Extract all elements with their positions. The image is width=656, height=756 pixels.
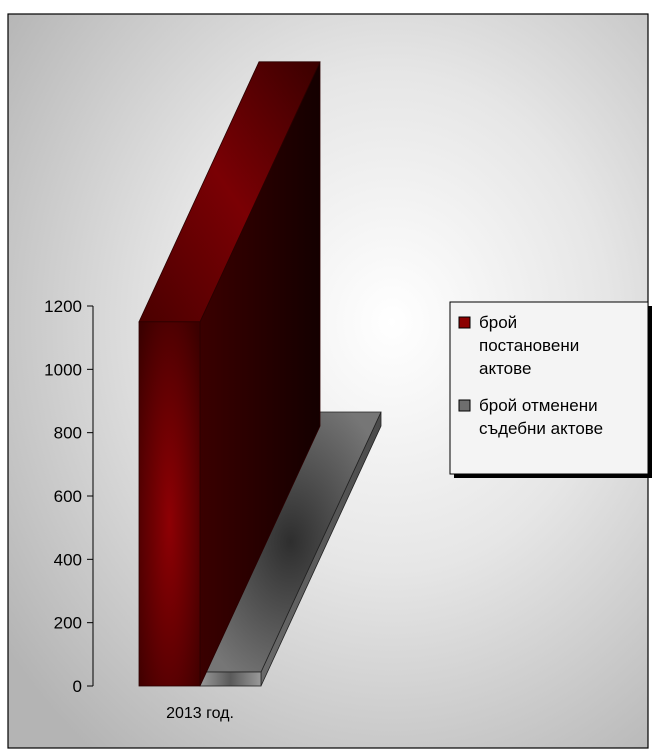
legend-box bbox=[449, 301, 649, 475]
y-tick-label: 800 bbox=[54, 424, 82, 443]
x-tick-label: 2013 год. bbox=[166, 705, 234, 722]
y-tick-label: 1000 bbox=[44, 360, 82, 379]
legend-label-series-1-line-1: брой bbox=[479, 313, 517, 332]
y-tick-label: 200 bbox=[54, 614, 82, 633]
bar-series-1 bbox=[138, 321, 201, 687]
y-tick-label: 1200 bbox=[44, 297, 82, 316]
legend-label-series-1-line-2: постановени bbox=[479, 336, 579, 355]
legend-swatch-series-1 bbox=[458, 316, 471, 329]
legend: брой постановени актове брой отменени съ… bbox=[449, 301, 652, 478]
y-tick-label: 0 bbox=[73, 677, 82, 696]
bars bbox=[138, 61, 382, 687]
legend-label-series-2-line-1: брой отменени bbox=[479, 396, 598, 415]
bar-series-2 bbox=[199, 671, 262, 687]
y-tick-label: 600 bbox=[54, 487, 82, 506]
legend-label-series-1-line-3: актове bbox=[479, 359, 531, 378]
y-tick-label: 400 bbox=[54, 550, 82, 569]
legend-label-series-2-line-2: съдебни актове bbox=[479, 419, 603, 438]
y-axis: 0 200 400 600 800 1000 1200 bbox=[44, 297, 94, 696]
x-axis: 2013 год. bbox=[166, 705, 234, 722]
legend-swatch-series-2 bbox=[458, 399, 471, 412]
